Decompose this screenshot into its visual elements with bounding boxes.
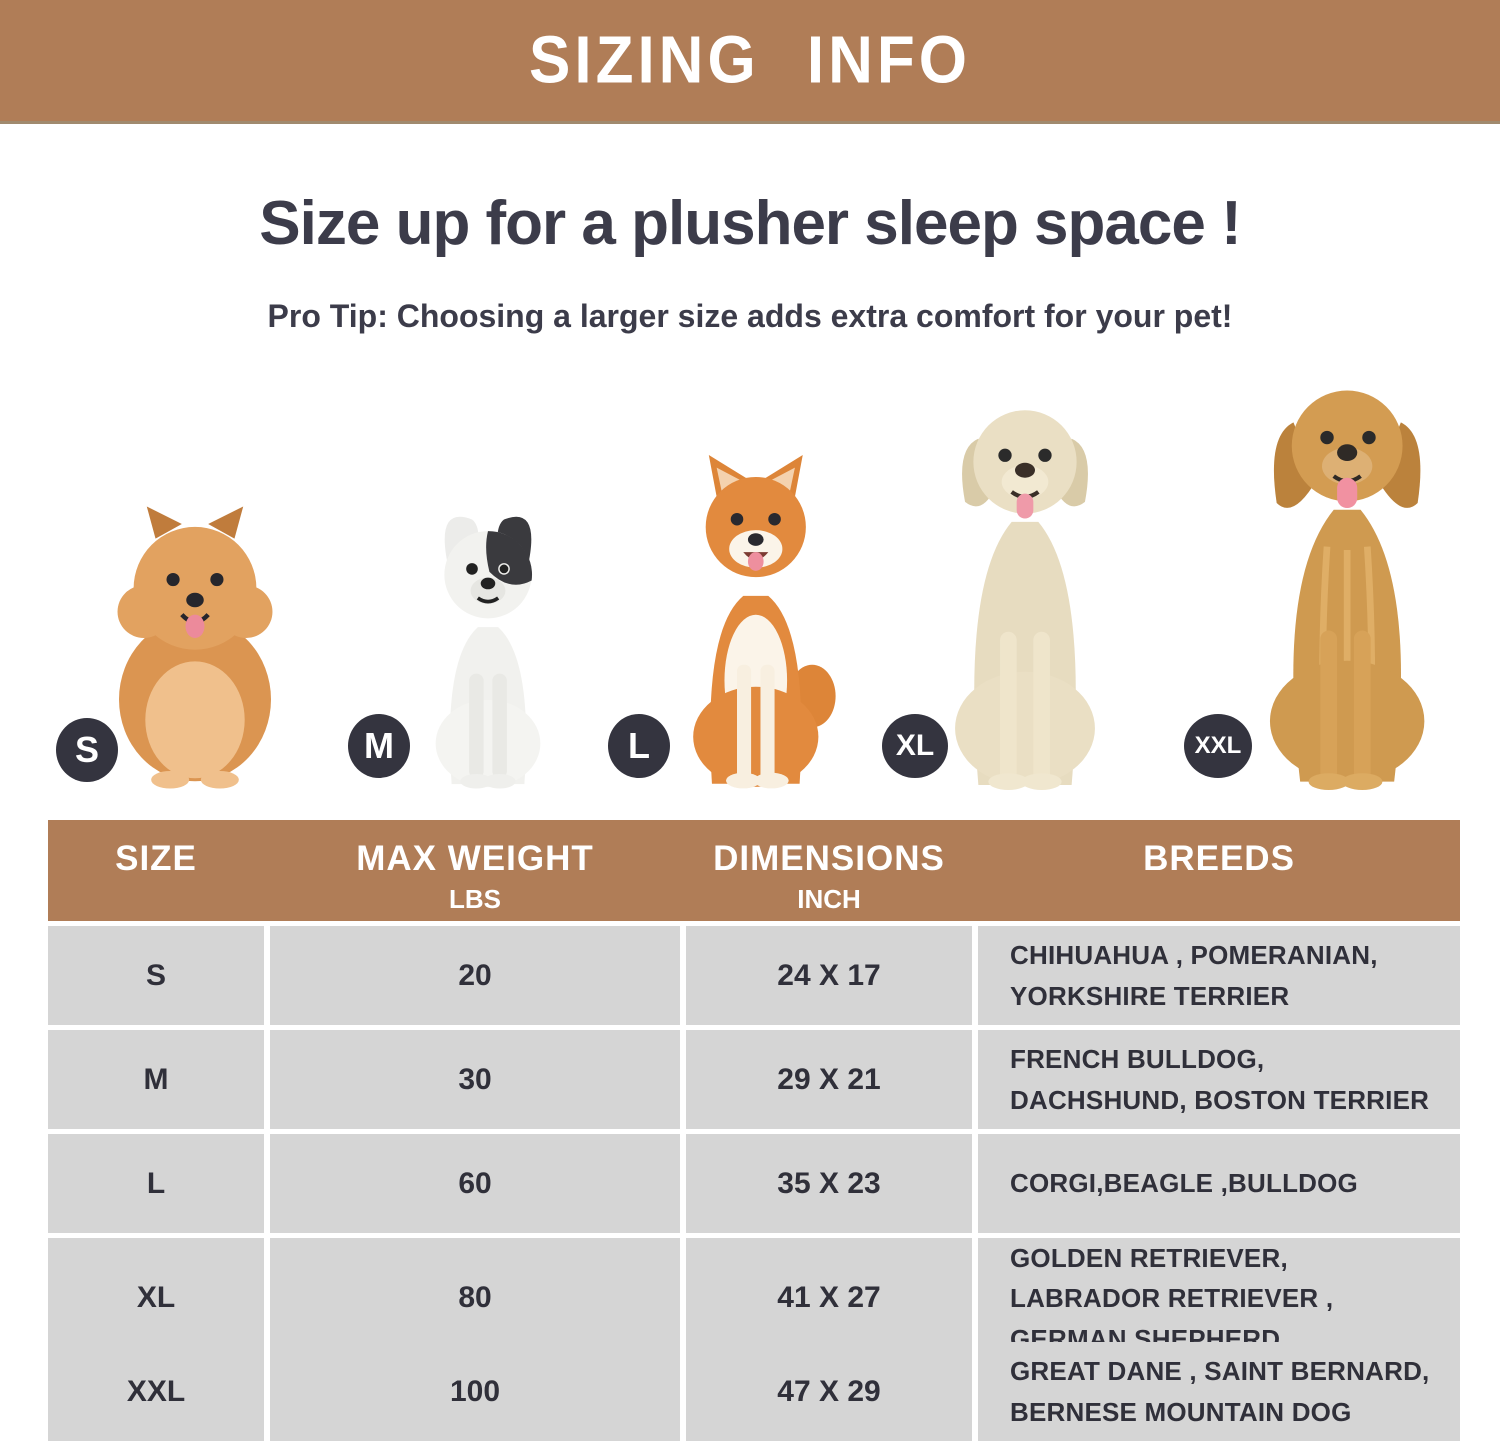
cell-max-weight: 100 (270, 1342, 680, 1441)
table-row-xl: XL 80 41 X 27 GOLDEN RETRIEVER, LABRADOR… (48, 1238, 1460, 1359)
dog-size-lineup: S M L XL XXL (0, 370, 1500, 795)
page-title: Size up for a plusher sleep space ! (259, 189, 1241, 258)
cell-dimensions: 29 X 21 (686, 1030, 972, 1129)
table-row-s: S 20 24 X 17 CHIHUAHUA , POMERANIAN, YOR… (48, 926, 1460, 1025)
pomeranian-photo (100, 495, 290, 790)
pro-tip-text: Pro Tip: Choosing a larger size adds ext… (267, 298, 1233, 334)
size-badge-xl: XL (882, 714, 948, 778)
header-size-label: SIZE (115, 839, 197, 878)
cell-breeds: GOLDEN RETRIEVER, LABRADOR RETRIEVER , G… (978, 1238, 1460, 1359)
cell-size: XL (48, 1238, 264, 1359)
banner-title: SIZING INFO (529, 23, 971, 98)
table-row-l: L 60 35 X 23 CORGI,BEAGLE ,BULLDOG (48, 1134, 1460, 1233)
cell-size: XXL (48, 1342, 264, 1441)
golden-retriever-photo (1242, 362, 1454, 790)
header-dimensions-label: DIMENSIONS (713, 839, 945, 878)
french-bulldog-photo (408, 498, 568, 790)
cell-max-weight: 20 (270, 926, 680, 1025)
cell-dimensions: 41 X 27 (686, 1238, 972, 1359)
table-row-m: M 30 29 X 21 FRENCH BULLDOG, DACHSHUND, … (48, 1030, 1460, 1129)
sizing-table: SIZE MAX WEIGHT LBS DIMENSIONS INCH BREE… (48, 820, 1460, 1441)
cell-dimensions: 47 X 29 (686, 1342, 972, 1441)
header-max-weight-label: MAX WEIGHT (356, 839, 594, 878)
cell-breeds: GREAT DANE , SAINT BERNARD, BERNESE MOUN… (978, 1342, 1460, 1441)
cell-dimensions: 35 X 23 (686, 1134, 972, 1233)
cell-size: L (48, 1134, 264, 1233)
header-dimensions: DIMENSIONS INCH (686, 820, 972, 921)
table-header-row: SIZE MAX WEIGHT LBS DIMENSIONS INCH BREE… (48, 820, 1460, 921)
cell-max-weight: 60 (270, 1134, 680, 1233)
shiba-inu-photo (665, 445, 845, 790)
cell-dimensions: 24 X 17 (686, 926, 972, 1025)
size-badge-s: S (56, 718, 118, 782)
cell-size: S (48, 926, 264, 1025)
cell-max-weight: 30 (270, 1030, 680, 1129)
table-row-xxl: XXL 100 47 X 29 GREAT DANE , SAINT BERNA… (48, 1342, 1460, 1441)
size-badge-l: L (608, 714, 670, 778)
header-max-weight: MAX WEIGHT LBS (270, 820, 680, 921)
cell-breeds: CHIHUAHUA , POMERANIAN, YORKSHIRE TERRIE… (978, 926, 1460, 1025)
header-dimensions-sub: INCH (797, 883, 861, 914)
header-size: SIZE (48, 820, 264, 921)
labrador-retriever-photo (925, 382, 1125, 790)
cell-breeds: CORGI,BEAGLE ,BULLDOG (978, 1134, 1460, 1233)
header-max-weight-sub: LBS (449, 883, 501, 914)
header-breeds: BREEDS (978, 820, 1460, 921)
cell-breeds: FRENCH BULLDOG, DACHSHUND, BOSTON TERRIE… (978, 1030, 1460, 1129)
cell-size: M (48, 1030, 264, 1129)
banner: SIZING INFO (0, 0, 1500, 124)
size-badge-xxl: XXL (1184, 714, 1252, 778)
size-badge-m: M (348, 714, 410, 778)
header-breeds-label: BREEDS (1143, 839, 1295, 878)
cell-max-weight: 80 (270, 1238, 680, 1359)
